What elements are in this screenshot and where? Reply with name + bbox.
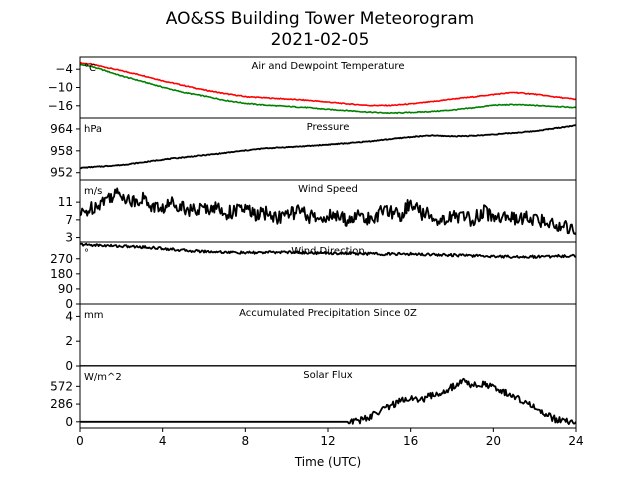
panel-0-ytick-label: −10	[48, 81, 73, 95]
panel-2-unit: m/s	[84, 186, 102, 197]
panel-1-ytick-label: 952	[50, 166, 73, 180]
panel-2-title: Wind Speed	[298, 184, 358, 195]
panel-2: 3 7 11 m/s Wind Speed	[58, 179, 577, 245]
panel-4: 0 2 4 mm Accumulated Precipitation Since 0Z	[65, 303, 577, 373]
panel-5-series-0-line	[80, 377, 576, 425]
chart-subtitle: 2021-02-05	[271, 30, 370, 50]
panel-5-ytick-label: 572	[50, 379, 73, 393]
panel-1-ytick-label: 958	[50, 144, 73, 158]
panel-0-series-1-line	[80, 63, 576, 115]
chart-title: AO&SS Building Tower Meteorogram	[166, 9, 474, 29]
panel-5-ytick-label: 0	[65, 415, 73, 429]
x-tick-label: 16	[403, 434, 418, 448]
x-tick-label: 8	[242, 434, 250, 448]
panel-5-ytick-label: 286	[50, 397, 73, 411]
panel-4-ytick-label: 2	[65, 334, 73, 348]
panel-2-series-0-line	[80, 187, 576, 235]
panel-3-ytick-label: 270	[50, 252, 73, 266]
panel-3-series-0-line	[80, 242, 576, 259]
panel-4-title: Accumulated Precipitation Since 0Z	[239, 308, 417, 319]
panel-2-ytick-label: 7	[65, 213, 73, 227]
panel-0: −4 −10 −16 °C Air and Dewpoint Temperature	[48, 56, 577, 119]
panel-3-title: Wind Direction	[291, 246, 365, 257]
panel-1-series-0-line	[80, 124, 576, 170]
panel-0-series-0-line	[80, 62, 576, 107]
panels: −4 −10 −16 °C Air and Dewpoint Temperature 95…	[48, 56, 577, 429]
panel-5: 0 286 572 W/m^2 Solar Flux	[50, 365, 577, 429]
panel-5-unit: W/m^2	[84, 372, 122, 383]
panel-0-unit: °C	[84, 63, 96, 74]
panel-4-ytick-label: 0	[65, 359, 73, 373]
panel-1: 952 958 964 hPa Pressure	[50, 117, 577, 181]
panel-3-ytick-label: 0	[65, 297, 73, 311]
panel-4-unit: mm	[84, 310, 103, 321]
panel-0-title: Air and Dewpoint Temperature	[252, 61, 405, 72]
x-tick-label: 4	[159, 434, 167, 448]
panel-0-ytick-label: −4	[55, 62, 73, 76]
panel-1-ytick-label: 964	[50, 122, 73, 136]
panel-1-title: Pressure	[307, 122, 350, 133]
panel-3-ytick-label: 90	[58, 282, 73, 296]
panel-2-ytick-label: 11	[58, 195, 73, 209]
panel-1-unit: hPa	[84, 124, 102, 135]
x-tick-label: 24	[568, 434, 583, 448]
panel-0-ytick-label: −16	[48, 99, 73, 113]
panel-2-ytick-label: 3	[65, 231, 73, 245]
x-axis-label: Time (UTC)	[294, 455, 361, 469]
panel-5-title: Solar Flux	[303, 370, 353, 381]
x-tick-label: 12	[320, 434, 335, 448]
x-axis: 0 4 8 12 16 20 24	[76, 428, 584, 448]
panel-4-ytick-label: 4	[65, 309, 73, 323]
panel-3-unit: °	[84, 248, 89, 259]
panel-3-ytick-label: 180	[50, 267, 73, 281]
x-tick-label: 0	[76, 434, 84, 448]
x-tick-label: 20	[486, 434, 501, 448]
